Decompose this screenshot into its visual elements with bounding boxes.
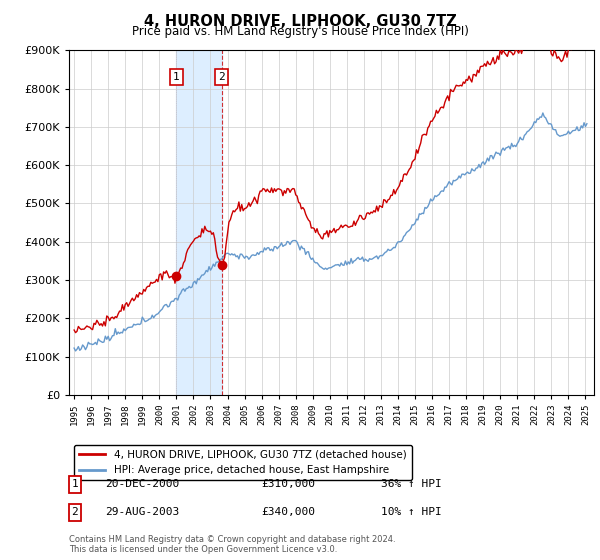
Legend: 4, HURON DRIVE, LIPHOOK, GU30 7TZ (detached house), HPI: Average price, detached: 4, HURON DRIVE, LIPHOOK, GU30 7TZ (detac… (74, 445, 412, 480)
Text: 1: 1 (71, 479, 79, 489)
Text: £340,000: £340,000 (261, 507, 315, 517)
Text: Contains HM Land Registry data © Crown copyright and database right 2024.
This d: Contains HM Land Registry data © Crown c… (69, 535, 395, 554)
Text: 29-AUG-2003: 29-AUG-2003 (105, 507, 179, 517)
Text: £310,000: £310,000 (261, 479, 315, 489)
Text: 2: 2 (218, 72, 225, 82)
Text: 4, HURON DRIVE, LIPHOOK, GU30 7TZ: 4, HURON DRIVE, LIPHOOK, GU30 7TZ (143, 14, 457, 29)
Text: 2: 2 (71, 507, 79, 517)
Text: 10% ↑ HPI: 10% ↑ HPI (381, 507, 442, 517)
Text: Price paid vs. HM Land Registry's House Price Index (HPI): Price paid vs. HM Land Registry's House … (131, 25, 469, 38)
Text: 20-DEC-2000: 20-DEC-2000 (105, 479, 179, 489)
Text: 1: 1 (173, 72, 180, 82)
Text: 36% ↑ HPI: 36% ↑ HPI (381, 479, 442, 489)
Bar (176, 50, 221, 395)
